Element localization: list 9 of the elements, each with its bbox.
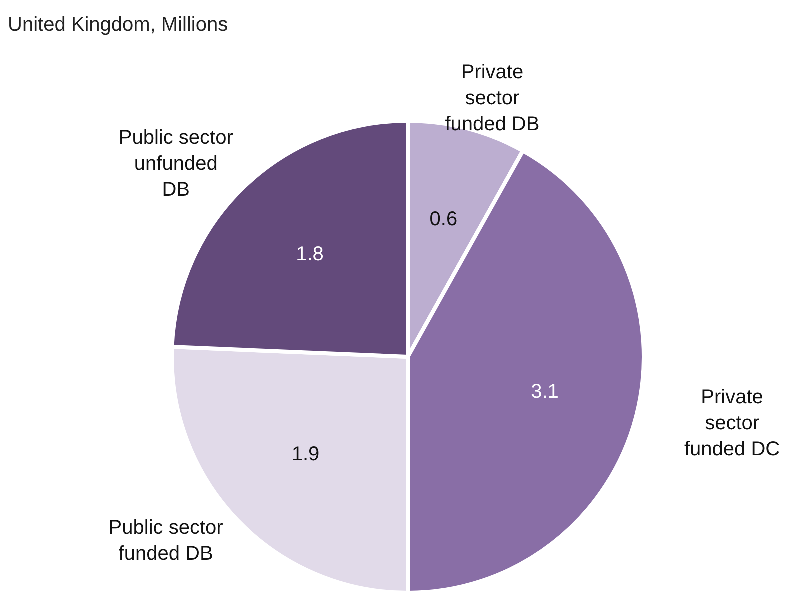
- data-label: 3.1: [531, 381, 559, 404]
- slice-label: Public sector unfunded DB: [118, 126, 234, 201]
- slice-label: Private sector funded DC: [684, 386, 780, 461]
- data-label: 1.8: [296, 243, 324, 266]
- slice-label: Public sector funded DB: [108, 517, 224, 566]
- data-label: 1.9: [292, 443, 320, 466]
- chart-title: United Kingdom, Millions: [8, 14, 228, 37]
- data-label: 0.6: [430, 208, 458, 230]
- slice-label: Private sector funded DB: [445, 61, 540, 136]
